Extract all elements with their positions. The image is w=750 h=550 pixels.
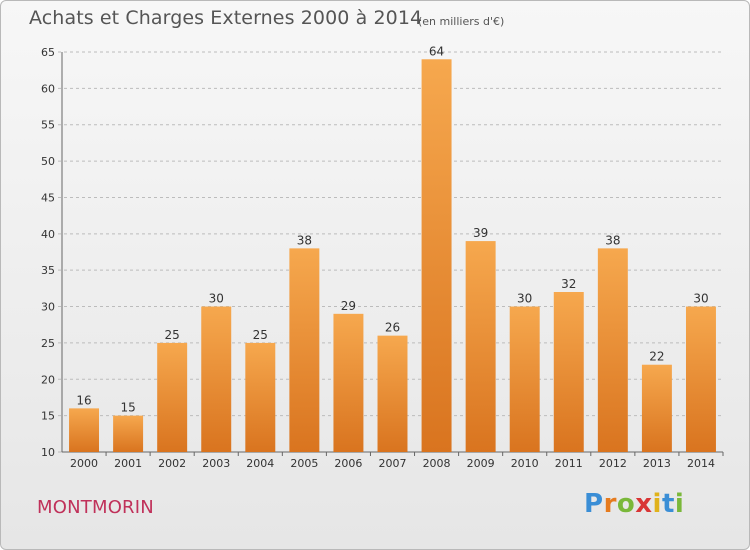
y-tick-label: 40 <box>41 228 55 241</box>
x-tick-label: 2006 <box>334 457 362 470</box>
bar-2011 <box>553 292 584 452</box>
x-tick-label: 2001 <box>114 457 142 470</box>
x-tick-label: 2011 <box>555 457 583 470</box>
data-label-2004: 25 <box>253 328 268 342</box>
data-label-2000: 16 <box>76 393 91 407</box>
y-tick-label: 25 <box>41 337 55 350</box>
bar-2003 <box>201 306 232 452</box>
x-tick-label: 2013 <box>643 457 671 470</box>
y-tick-label: 50 <box>41 155 55 168</box>
bar-2001 <box>113 415 144 452</box>
bar-2009 <box>465 241 496 452</box>
data-label-2009: 39 <box>473 226 488 240</box>
data-label-2008: 64 <box>429 44 444 58</box>
x-tick-label: 2002 <box>158 457 186 470</box>
data-label-2006: 29 <box>341 299 356 313</box>
data-label-2014: 30 <box>693 292 708 306</box>
bar-2005 <box>289 248 320 452</box>
bar-2013 <box>641 364 672 452</box>
y-tick-label: 35 <box>41 264 55 277</box>
bars <box>69 59 716 452</box>
y-tick-label: 45 <box>41 191 55 204</box>
axes: 10 15 20 25 30 35 40 45 50 55 60 65 2000 2001 2002 2003… <box>41 46 724 470</box>
data-label-2001: 15 <box>120 401 135 415</box>
x-tick-label: 2007 <box>379 457 407 470</box>
bar-2000 <box>69 408 100 452</box>
data-label-2012: 38 <box>605 233 620 247</box>
bar-2008 <box>421 59 452 452</box>
data-label-2002: 25 <box>165 328 180 342</box>
x-tick-label: 2000 <box>70 457 98 470</box>
proxiti-logo: Proxiti <box>584 489 685 519</box>
x-tick-label: 2004 <box>246 457 274 470</box>
x-tick-label: 2005 <box>290 457 318 470</box>
bar-2010 <box>509 306 540 452</box>
bar-2004 <box>245 342 276 452</box>
x-tick-label: 2009 <box>467 457 495 470</box>
data-label-2013: 22 <box>649 350 664 364</box>
y-tick-label: 30 <box>41 301 55 314</box>
x-tick-label: 2003 <box>202 457 230 470</box>
bar-2014 <box>685 306 716 452</box>
y-tick-label: 55 <box>41 119 55 132</box>
y-tick-label: 60 <box>41 82 55 95</box>
x-tick-label: 2008 <box>423 457 451 470</box>
data-label-2007: 26 <box>385 321 400 335</box>
x-tick-label: 2010 <box>511 457 539 470</box>
chart-subtitle: (en milliers d'€) <box>418 15 505 28</box>
x-tick-label: 2014 <box>687 457 715 470</box>
data-label-2003: 30 <box>209 292 224 306</box>
bar-2012 <box>597 248 628 452</box>
y-tick-label: 20 <box>41 373 55 386</box>
data-labels: 16 15 25 30 25 38 29 26 64 39 30 32 38 22 30 <box>76 44 708 414</box>
data-label-2010: 30 <box>517 292 532 306</box>
y-tick-label: 65 <box>41 46 55 59</box>
y-tick-label: 15 <box>41 410 55 423</box>
y-tick-label: 10 <box>41 446 55 459</box>
bar-2007 <box>377 335 408 452</box>
chart-title: Achats et Charges Externes 2000 à 2014 <box>29 7 423 29</box>
data-label-2011: 32 <box>561 277 576 291</box>
data-label-2005: 38 <box>297 233 312 247</box>
bar-2002 <box>157 342 188 452</box>
bar-2006 <box>333 313 364 452</box>
x-tick-label: 2012 <box>599 457 627 470</box>
commune-name: MONTMORIN <box>37 497 154 518</box>
